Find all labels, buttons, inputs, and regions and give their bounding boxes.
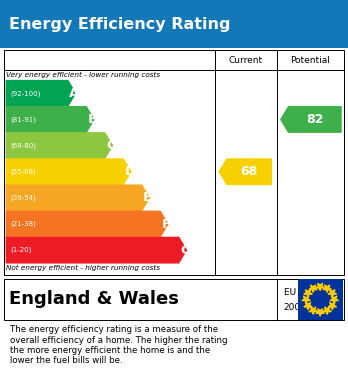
Polygon shape: [328, 290, 337, 297]
Text: 82: 82: [306, 113, 323, 126]
Text: D: D: [125, 165, 136, 178]
Polygon shape: [6, 185, 149, 211]
Text: E: E: [143, 191, 152, 204]
Text: England & Wales: England & Wales: [9, 290, 179, 308]
Text: (81-91): (81-91): [10, 116, 37, 123]
Polygon shape: [6, 81, 76, 106]
Polygon shape: [302, 296, 310, 303]
Polygon shape: [328, 302, 337, 310]
Polygon shape: [6, 237, 187, 263]
Polygon shape: [219, 159, 271, 185]
Text: (55-68): (55-68): [10, 169, 36, 175]
Text: Not energy efficient - higher running costs: Not energy efficient - higher running co…: [6, 265, 160, 271]
Text: (92-100): (92-100): [10, 90, 41, 97]
Polygon shape: [6, 107, 94, 132]
Text: G: G: [180, 244, 191, 256]
Polygon shape: [309, 307, 317, 314]
Polygon shape: [316, 283, 324, 291]
Polygon shape: [309, 285, 317, 292]
Text: The energy efficiency rating is a measure of the
overall efficiency of a home. T: The energy efficiency rating is a measur…: [10, 325, 228, 366]
Polygon shape: [323, 307, 332, 314]
Text: 2002/91/EC: 2002/91/EC: [284, 303, 336, 312]
Text: F: F: [161, 217, 171, 231]
Text: (39-54): (39-54): [10, 195, 36, 201]
Text: (69-80): (69-80): [10, 142, 37, 149]
Polygon shape: [304, 290, 312, 297]
Polygon shape: [6, 133, 112, 158]
Text: (21-38): (21-38): [10, 221, 36, 227]
Text: Energy Efficiency Rating: Energy Efficiency Rating: [9, 16, 230, 32]
Text: (1-20): (1-20): [10, 247, 32, 253]
Polygon shape: [304, 302, 312, 310]
Text: C: C: [106, 139, 116, 152]
Text: Potential: Potential: [290, 56, 330, 65]
Text: Very energy efficient - lower running costs: Very energy efficient - lower running co…: [6, 72, 160, 78]
Text: A: A: [69, 87, 79, 100]
Text: 68: 68: [240, 165, 258, 178]
Polygon shape: [6, 211, 168, 237]
Polygon shape: [323, 285, 332, 292]
Text: EU Directive: EU Directive: [284, 288, 340, 297]
Text: B: B: [88, 113, 98, 126]
Polygon shape: [6, 159, 131, 185]
Text: Current: Current: [229, 56, 263, 65]
Polygon shape: [281, 107, 341, 132]
Polygon shape: [330, 296, 339, 303]
Polygon shape: [316, 309, 324, 316]
